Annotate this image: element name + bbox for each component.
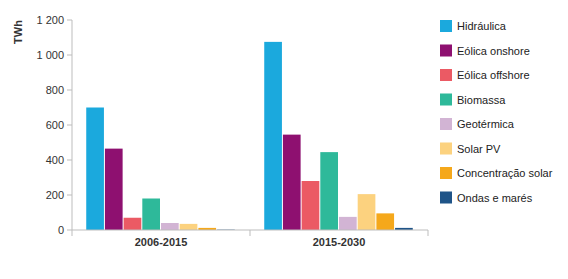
y-tick <box>67 230 72 231</box>
legend-label: Geotérmica <box>457 118 515 130</box>
legend-swatch <box>440 94 452 106</box>
bar <box>283 135 301 230</box>
legend-swatch <box>440 118 452 130</box>
y-tick-label: 400 <box>46 154 64 166</box>
legend-label: Eólica onshore <box>457 45 530 57</box>
y-tick-label: 600 <box>46 119 64 131</box>
bar <box>142 199 160 231</box>
y-tick-label: 1 000 <box>36 49 64 61</box>
legend-swatch <box>440 45 452 57</box>
x-band-tick <box>428 230 429 236</box>
y-tick-label: 200 <box>46 189 64 201</box>
legend-label: Solar PV <box>457 143 501 155</box>
bar <box>302 181 320 230</box>
y-tick <box>67 90 72 91</box>
x-tick-label: 2015-2030 <box>313 236 366 248</box>
legend-label: Hidráulica <box>457 20 507 32</box>
bar <box>124 218 142 230</box>
y-tick <box>67 125 72 126</box>
y-tick-label: 800 <box>46 84 64 96</box>
y-tick-label: 0 <box>58 224 64 236</box>
legend: Hidráulica Eólica onshore Eólica offshore B… <box>440 20 553 204</box>
bar <box>180 224 198 230</box>
bar <box>105 149 123 230</box>
legend-swatch <box>440 167 452 179</box>
y-tick <box>67 20 72 21</box>
legend-swatch <box>440 143 452 155</box>
bar <box>161 223 179 230</box>
bar <box>264 42 282 230</box>
legend-label: Concentração solar <box>457 167 553 179</box>
legend-label: Biomassa <box>457 94 506 106</box>
bar <box>320 152 338 230</box>
chart: 0 200 400 600 800 1 000 1 200 TWh 2006-2015 2015-… <box>0 0 568 279</box>
legend-swatch <box>440 69 452 81</box>
y-axis <box>72 20 73 230</box>
bar <box>339 217 357 230</box>
y-tick <box>67 55 72 56</box>
bars <box>86 42 413 230</box>
legend-swatch <box>440 192 452 204</box>
y-tick-label: 1 200 <box>36 14 64 26</box>
x-tick-label: 2006-2015 <box>135 236 188 248</box>
x-band-tick <box>72 230 73 236</box>
y-tick <box>67 160 72 161</box>
bar <box>376 213 394 230</box>
legend-label: Ondas e marés <box>457 192 533 204</box>
legend-swatch <box>440 20 452 32</box>
y-tick <box>67 195 72 196</box>
x-band-tick <box>250 230 251 236</box>
bar <box>358 194 376 230</box>
y-axis-label: TWh <box>12 20 24 44</box>
bar <box>86 108 104 231</box>
legend-label: Eólica offshore <box>457 69 530 81</box>
